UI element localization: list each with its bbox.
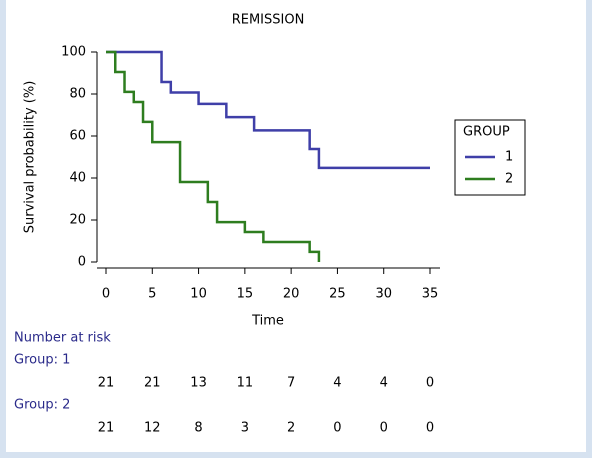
y-tick-label: 40 (69, 171, 86, 186)
x-tick-label: 15 (237, 287, 254, 302)
x-axis-label: Time (251, 314, 284, 329)
x-tick-label: 0 (102, 287, 110, 302)
risk-count: 21 (144, 376, 161, 391)
y-tick-label: 60 (69, 129, 86, 144)
risk-count: 8 (194, 421, 202, 436)
survival-line (106, 50, 321, 262)
risk-count: 13 (190, 376, 207, 391)
risk-count: 4 (333, 376, 341, 391)
risk-count: 4 (380, 376, 388, 391)
risk-count: 0 (380, 421, 388, 436)
x-tick-label: 5 (148, 287, 156, 302)
y-tick-label: 0 (78, 255, 86, 270)
risk-count: 0 (333, 421, 341, 436)
y-tick-label: 100 (61, 45, 86, 60)
risk-count: 21 (98, 376, 115, 391)
x-tick-label: 25 (329, 287, 346, 302)
risk-count: 3 (241, 421, 249, 436)
risk-count: 12 (144, 421, 161, 436)
risk-count: 7 (287, 376, 295, 391)
risk-count: 2 (287, 421, 295, 436)
x-tick-label: 30 (375, 287, 392, 302)
x-tick-label: 20 (283, 287, 300, 302)
risk-count: 0 (426, 421, 434, 436)
chart-title: REMISSION (232, 13, 305, 28)
x-tick-label: 35 (422, 287, 439, 302)
x-tick-label: 10 (190, 287, 207, 302)
y-tick-label: 20 (69, 213, 86, 228)
risk-count: 11 (237, 376, 254, 391)
risk-count: 0 (426, 376, 434, 391)
risk-group-label: Group: 1 (14, 353, 70, 368)
panel (6, 0, 586, 452)
y-tick-label: 80 (69, 87, 86, 102)
legend-label: 2 (505, 172, 513, 187)
legend-title: GROUP (463, 125, 510, 140)
survival-line (106, 50, 430, 170)
risk-count: 21 (98, 421, 115, 436)
risk-group-label: Group: 2 (14, 398, 70, 413)
legend-label: 1 (505, 150, 513, 165)
legend-box (454, 119, 526, 196)
risk-title: Number at risk (14, 331, 111, 346)
y-axis-label: Survival probability (%) (23, 81, 38, 234)
